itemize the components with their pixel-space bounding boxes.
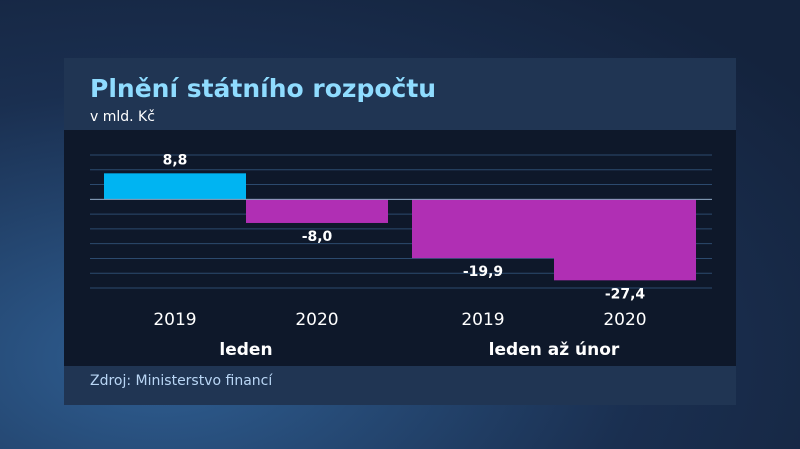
group-label: leden <box>219 340 272 360</box>
bar <box>554 199 696 281</box>
bar <box>412 199 554 259</box>
value-label: -8,0 <box>302 229 333 245</box>
x-tick-label: 2019 <box>461 310 504 330</box>
x-tick-label: 2020 <box>295 310 338 330</box>
source: Zdroj: Ministerstvo financí <box>90 373 273 389</box>
bar <box>246 199 388 223</box>
value-label: 8,8 <box>163 152 188 168</box>
chart-title: Plnění státního rozpočtu <box>90 74 436 103</box>
subtitle: v mld. Kč <box>90 109 155 125</box>
value-label: -27,4 <box>605 286 646 302</box>
x-tick-label: 2019 <box>153 310 196 330</box>
bar <box>104 173 246 200</box>
group-label: leden až únor <box>489 340 620 360</box>
value-label: -19,9 <box>463 264 503 280</box>
x-tick-label: 2020 <box>603 310 646 330</box>
